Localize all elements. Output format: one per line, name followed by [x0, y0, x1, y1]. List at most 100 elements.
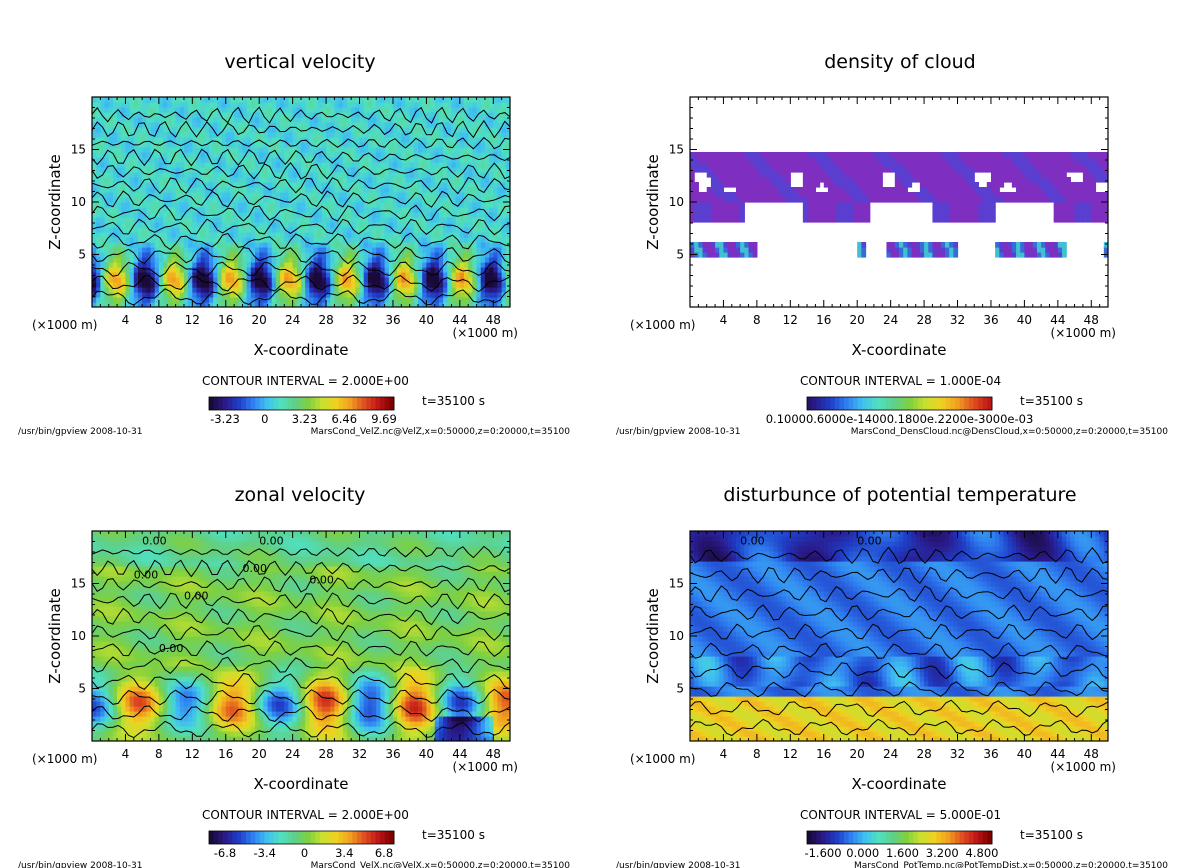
- colorbar-segment: [333, 831, 339, 844]
- x-tick-label: 8: [753, 313, 761, 327]
- colorbar-segment: [264, 397, 270, 410]
- colorbar-segment: [876, 831, 882, 844]
- x-tick-label: 24: [883, 313, 898, 327]
- colorbar-segment: [209, 397, 215, 410]
- colorbar-segment: [255, 397, 261, 410]
- x-tick-label: 16: [218, 313, 233, 327]
- contour-line: [92, 148, 510, 167]
- colorbar-segment: [366, 831, 372, 844]
- x-tick-label: 28: [916, 747, 931, 761]
- chart-panel-3: zonal velocity 0.00 0.000.000.000.000.000.…: [18, 484, 570, 868]
- footer-left: /usr/bin/gpview 2008-10-31: [616, 427, 740, 437]
- contour-label: 0.00: [142, 535, 167, 548]
- y-tick-label: 10: [71, 195, 86, 209]
- x-tick-label: 4: [720, 747, 728, 761]
- colorbar: -1.600 0.000 1.600 3.200 4.800: [804, 830, 998, 860]
- colorbar-segment: [816, 831, 822, 844]
- x-unit-left: (×1000 m): [630, 318, 695, 332]
- colorbar-segment: [844, 397, 850, 410]
- colorbar-segment: [213, 831, 219, 844]
- x-tick-label: 48: [1084, 747, 1099, 761]
- colorbar-segment: [964, 397, 970, 410]
- panel-title: zonal velocity: [235, 484, 366, 506]
- colorbar-segment: [227, 831, 233, 844]
- x-axis-label: X-coordinate: [254, 775, 349, 793]
- x-tick-label: 16: [218, 747, 233, 761]
- contour-line: [92, 176, 510, 195]
- colorbar-segment: [236, 397, 242, 410]
- colorbar-segment: [871, 831, 877, 844]
- x-axis-label: X-coordinate: [254, 341, 349, 359]
- contour-line: [92, 162, 510, 180]
- colorbar-segment: [227, 397, 233, 410]
- colorbar-segment: [982, 397, 988, 410]
- x-axis-label: X-coordinate: [852, 341, 947, 359]
- colorbar-segment: [259, 397, 265, 410]
- colorbar-tick-label: 9.69: [371, 412, 397, 426]
- contour-line: [92, 246, 510, 265]
- contour-interval: CONTOUR INTERVAL = 2.000E+00: [202, 374, 409, 388]
- x-tick-label: 12: [185, 747, 200, 761]
- colorbar-segment: [236, 831, 242, 844]
- x-tick-label: 40: [1017, 313, 1032, 327]
- colorbar-segment: [848, 397, 854, 410]
- colorbar-segment: [881, 397, 887, 410]
- contour-line: [92, 190, 510, 208]
- y-tick-label: 15: [669, 577, 684, 591]
- colorbar-segment: [968, 397, 974, 410]
- colorbar-segment: [250, 397, 256, 410]
- colorbar-segment: [380, 831, 386, 844]
- colorbar-segment: [338, 831, 344, 844]
- colorbar-segment: [950, 831, 956, 844]
- y-tick-label: 15: [71, 143, 86, 157]
- contour-line: [92, 656, 510, 674]
- x-unit-left: (×1000 m): [32, 752, 97, 766]
- colorbar-segment: [959, 831, 965, 844]
- colorbar-segment: [250, 831, 256, 844]
- contour-line: [690, 585, 1108, 603]
- colorbar-segment: [283, 397, 289, 410]
- x-axis-label: X-coordinate: [852, 775, 947, 793]
- colorbar-tick-label: -3.23: [210, 412, 240, 426]
- x-tick-label: 48: [486, 313, 501, 327]
- colorbar-segment: [982, 831, 988, 844]
- colorbar-tick-label: 3.4: [335, 846, 353, 860]
- x-tick-label: 4: [122, 313, 130, 327]
- colorbar-segment: [848, 831, 854, 844]
- colorbar-segment: [945, 831, 951, 844]
- x-tick-label: 28: [916, 313, 931, 327]
- y-axis-label: Z-coordinate: [644, 588, 662, 683]
- contour-label: 0.00: [857, 535, 882, 548]
- contour-line: [690, 680, 1108, 698]
- colorbar-tick-label: 3.23: [292, 412, 318, 426]
- colorbar-segment: [922, 831, 928, 844]
- x-tick-label: 28: [318, 313, 333, 327]
- x-tick-label: 32: [352, 747, 367, 761]
- colorbar-segment: [853, 397, 859, 410]
- contour-line: [92, 218, 510, 236]
- y-tick-label: 5: [676, 248, 684, 262]
- colorbar-segment: [987, 397, 993, 410]
- contour-interval: CONTOUR INTERVAL = 5.000E-01: [800, 808, 1001, 822]
- colorbar-segment: [329, 831, 335, 844]
- colorbar-segment: [899, 831, 905, 844]
- contour-line: [690, 604, 1108, 622]
- colorbar-segment: [987, 831, 993, 844]
- colorbar-segment: [834, 831, 840, 844]
- contour-interval: CONTOUR INTERVAL = 2.000E+00: [202, 808, 409, 822]
- colorbar-segment: [834, 397, 840, 410]
- x-unit-right: (×1000 m): [1051, 760, 1116, 774]
- contour-line: [92, 559, 510, 578]
- x-tick-label: 32: [950, 747, 965, 761]
- y-tick-label: 15: [71, 577, 86, 591]
- y-axis-label: Z-coordinate: [46, 588, 64, 683]
- colorbar-tick-label: 0: [301, 846, 308, 860]
- plot-field: 0.00 0.00 0.00 0.00 0.00 0.00 0.00: [92, 531, 510, 741]
- contour-line: [92, 640, 510, 657]
- colorbar-segment: [978, 397, 984, 410]
- colorbar-segment: [296, 831, 302, 844]
- colorbar-segment: [890, 831, 896, 844]
- contour-line: [92, 545, 510, 559]
- x-tick-label: 8: [155, 313, 163, 327]
